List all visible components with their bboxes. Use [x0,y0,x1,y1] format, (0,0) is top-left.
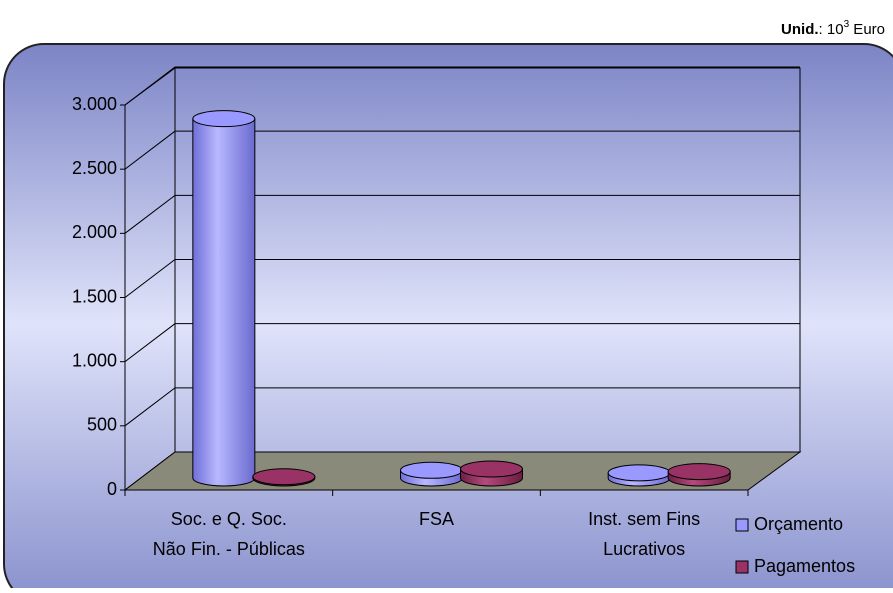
unit-bold: Unid. [781,21,819,38]
grid-line [124,66,800,106]
bar-cap [192,110,256,128]
unit-sup: 3 [844,19,850,30]
grid-line [124,323,800,363]
bar-cap [252,468,316,486]
bar-cap [667,463,731,481]
x-tick-label: Não Fin. - Públicas [153,539,305,559]
grid-line [124,259,800,298]
plot-background [3,43,893,593]
legend-swatch [735,518,749,532]
bar [192,118,256,487]
x-tick-label: Lucrativos [603,539,685,559]
bar-cap [460,460,523,478]
y-tick-label: 1.000 [72,350,117,370]
bar-cap [400,461,463,479]
grid-line [124,387,800,427]
y-tick-label: 3.000 [72,94,117,114]
grid-line [124,194,800,234]
y-tick-label: 1.500 [72,286,117,306]
grid-line [124,130,800,170]
x-tick-label: Soc. e Q. Soc. [171,509,287,529]
x-tick-label: FSA [419,509,454,529]
y-tick-label: 500 [87,415,117,435]
legend-label: Pagamentos [754,556,855,576]
y-tick-label: 0 [107,479,117,499]
x-tick-label: Inst. sem Fins [588,509,700,529]
legend-swatch [735,560,749,574]
unit-label: Unid.: 103 Euro [781,19,885,38]
y-tick-label: 2.500 [72,158,117,178]
y-tick-label: 2.000 [72,222,117,242]
unit-suffix: Euro [849,21,885,38]
legend-label: Orçamento [754,514,843,534]
unit-text: : 10 [819,21,844,38]
bar-cap [607,464,671,482]
